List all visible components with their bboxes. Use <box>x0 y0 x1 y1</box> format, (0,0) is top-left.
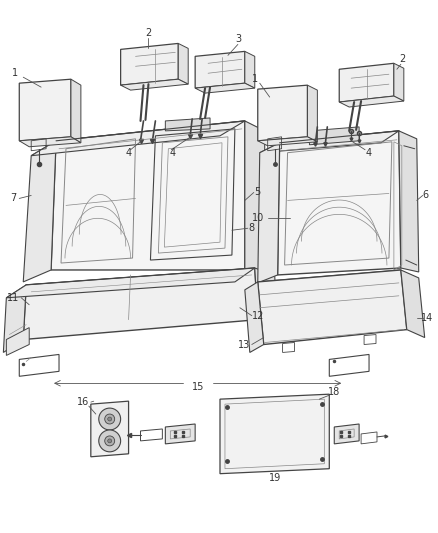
Polygon shape <box>245 282 264 352</box>
Circle shape <box>105 414 115 424</box>
Polygon shape <box>120 79 188 90</box>
Circle shape <box>99 408 120 430</box>
Polygon shape <box>307 85 318 142</box>
Polygon shape <box>23 268 258 340</box>
Text: 4: 4 <box>169 148 175 158</box>
Text: 2: 2 <box>145 28 152 38</box>
Polygon shape <box>120 43 178 85</box>
Polygon shape <box>258 143 279 283</box>
Polygon shape <box>7 328 29 356</box>
Polygon shape <box>394 63 404 101</box>
Polygon shape <box>165 118 210 131</box>
Text: 14: 14 <box>420 313 433 322</box>
Polygon shape <box>31 121 245 156</box>
Polygon shape <box>309 127 359 145</box>
Polygon shape <box>255 268 278 322</box>
Text: 12: 12 <box>251 311 264 321</box>
Polygon shape <box>7 268 255 298</box>
Polygon shape <box>71 79 81 143</box>
Circle shape <box>105 436 115 446</box>
Text: 2: 2 <box>400 54 406 64</box>
Text: 10: 10 <box>251 213 264 223</box>
Text: 18: 18 <box>328 387 340 397</box>
Polygon shape <box>23 141 56 282</box>
Polygon shape <box>19 137 81 147</box>
Polygon shape <box>258 137 318 146</box>
Text: 1: 1 <box>12 68 18 78</box>
Text: 6: 6 <box>423 190 429 200</box>
Polygon shape <box>195 51 245 88</box>
Polygon shape <box>334 424 359 444</box>
Polygon shape <box>245 121 265 270</box>
Polygon shape <box>19 79 71 141</box>
Polygon shape <box>278 131 401 275</box>
Text: 7: 7 <box>10 193 17 204</box>
Polygon shape <box>195 83 255 93</box>
Text: 11: 11 <box>7 293 19 303</box>
Polygon shape <box>339 96 404 107</box>
Polygon shape <box>91 401 129 457</box>
Text: 8: 8 <box>249 223 255 233</box>
Polygon shape <box>178 43 188 84</box>
Circle shape <box>108 417 112 421</box>
Polygon shape <box>51 121 245 270</box>
Polygon shape <box>245 51 255 88</box>
Polygon shape <box>260 131 399 153</box>
Text: 5: 5 <box>254 188 261 197</box>
Text: 15: 15 <box>192 382 204 392</box>
Polygon shape <box>399 131 419 272</box>
Text: 13: 13 <box>238 340 250 350</box>
Polygon shape <box>165 424 195 444</box>
Text: 19: 19 <box>268 473 281 483</box>
Circle shape <box>99 430 120 452</box>
Polygon shape <box>258 270 407 344</box>
Text: 4: 4 <box>126 148 132 158</box>
Circle shape <box>108 439 112 443</box>
Text: 16: 16 <box>77 397 89 407</box>
Polygon shape <box>220 394 329 474</box>
Text: 4: 4 <box>366 148 372 158</box>
Polygon shape <box>401 270 425 337</box>
Polygon shape <box>258 85 307 141</box>
Polygon shape <box>258 270 401 288</box>
Text: 3: 3 <box>235 35 241 44</box>
Polygon shape <box>4 285 26 352</box>
Text: 1: 1 <box>252 74 258 84</box>
Polygon shape <box>339 63 394 102</box>
